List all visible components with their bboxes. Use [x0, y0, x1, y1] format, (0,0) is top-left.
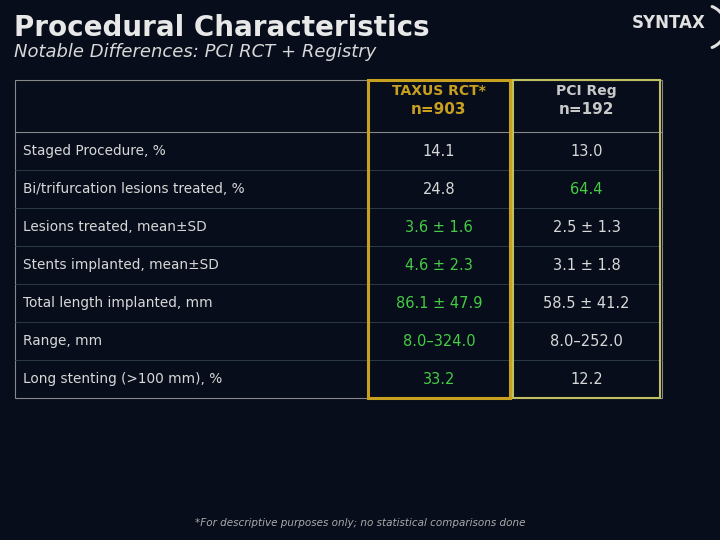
Text: 24.8: 24.8	[423, 181, 455, 197]
Text: Total length implanted, mm: Total length implanted, mm	[23, 296, 212, 310]
Text: *For descriptive purposes only; no statistical comparisons done: *For descriptive purposes only; no stati…	[194, 518, 526, 528]
Text: 8.0–324.0: 8.0–324.0	[402, 334, 475, 348]
Text: SYNTAX: SYNTAX	[632, 14, 706, 32]
Text: 58.5 ± 41.2: 58.5 ± 41.2	[544, 295, 630, 310]
Bar	[368, 80, 510, 398]
Text: TAXUS RCT*: TAXUS RCT*	[392, 84, 486, 98]
Text: PCI Reg: PCI Reg	[556, 84, 617, 98]
Text: 2.5 ± 1.3: 2.5 ± 1.3	[552, 219, 621, 234]
Text: 3.6 ± 1.6: 3.6 ± 1.6	[405, 219, 473, 234]
Text: n=903: n=903	[411, 102, 467, 117]
Text: Range, mm: Range, mm	[23, 334, 102, 348]
Text: 4.6 ± 2.3: 4.6 ± 2.3	[405, 258, 473, 273]
Text: 12.2: 12.2	[570, 372, 603, 387]
Text: 8.0–252.0: 8.0–252.0	[550, 334, 623, 348]
Text: Procedural Characteristics: Procedural Characteristics	[14, 14, 430, 42]
Text: 13.0: 13.0	[570, 144, 603, 159]
Text: 3.1 ± 1.8: 3.1 ± 1.8	[553, 258, 621, 273]
Text: Lesions treated, mean±SD: Lesions treated, mean±SD	[23, 220, 207, 234]
Bar	[513, 80, 660, 398]
Text: 86.1 ± 47.9: 86.1 ± 47.9	[396, 295, 482, 310]
Text: Stents implanted, mean±SD: Stents implanted, mean±SD	[23, 258, 219, 272]
Text: 33.2: 33.2	[423, 372, 455, 387]
Text: Notable Differences: PCI RCT + Registry: Notable Differences: PCI RCT + Registry	[14, 43, 377, 61]
Text: Bi/trifurcation lesions treated, %: Bi/trifurcation lesions treated, %	[23, 182, 245, 196]
Text: Long stenting (>100 mm), %: Long stenting (>100 mm), %	[23, 372, 222, 386]
Text: n=192: n=192	[559, 102, 614, 117]
Bar	[15, 80, 662, 398]
Text: Staged Procedure, %: Staged Procedure, %	[23, 144, 166, 158]
Text: 64.4: 64.4	[570, 181, 603, 197]
Text: 14.1: 14.1	[423, 144, 455, 159]
